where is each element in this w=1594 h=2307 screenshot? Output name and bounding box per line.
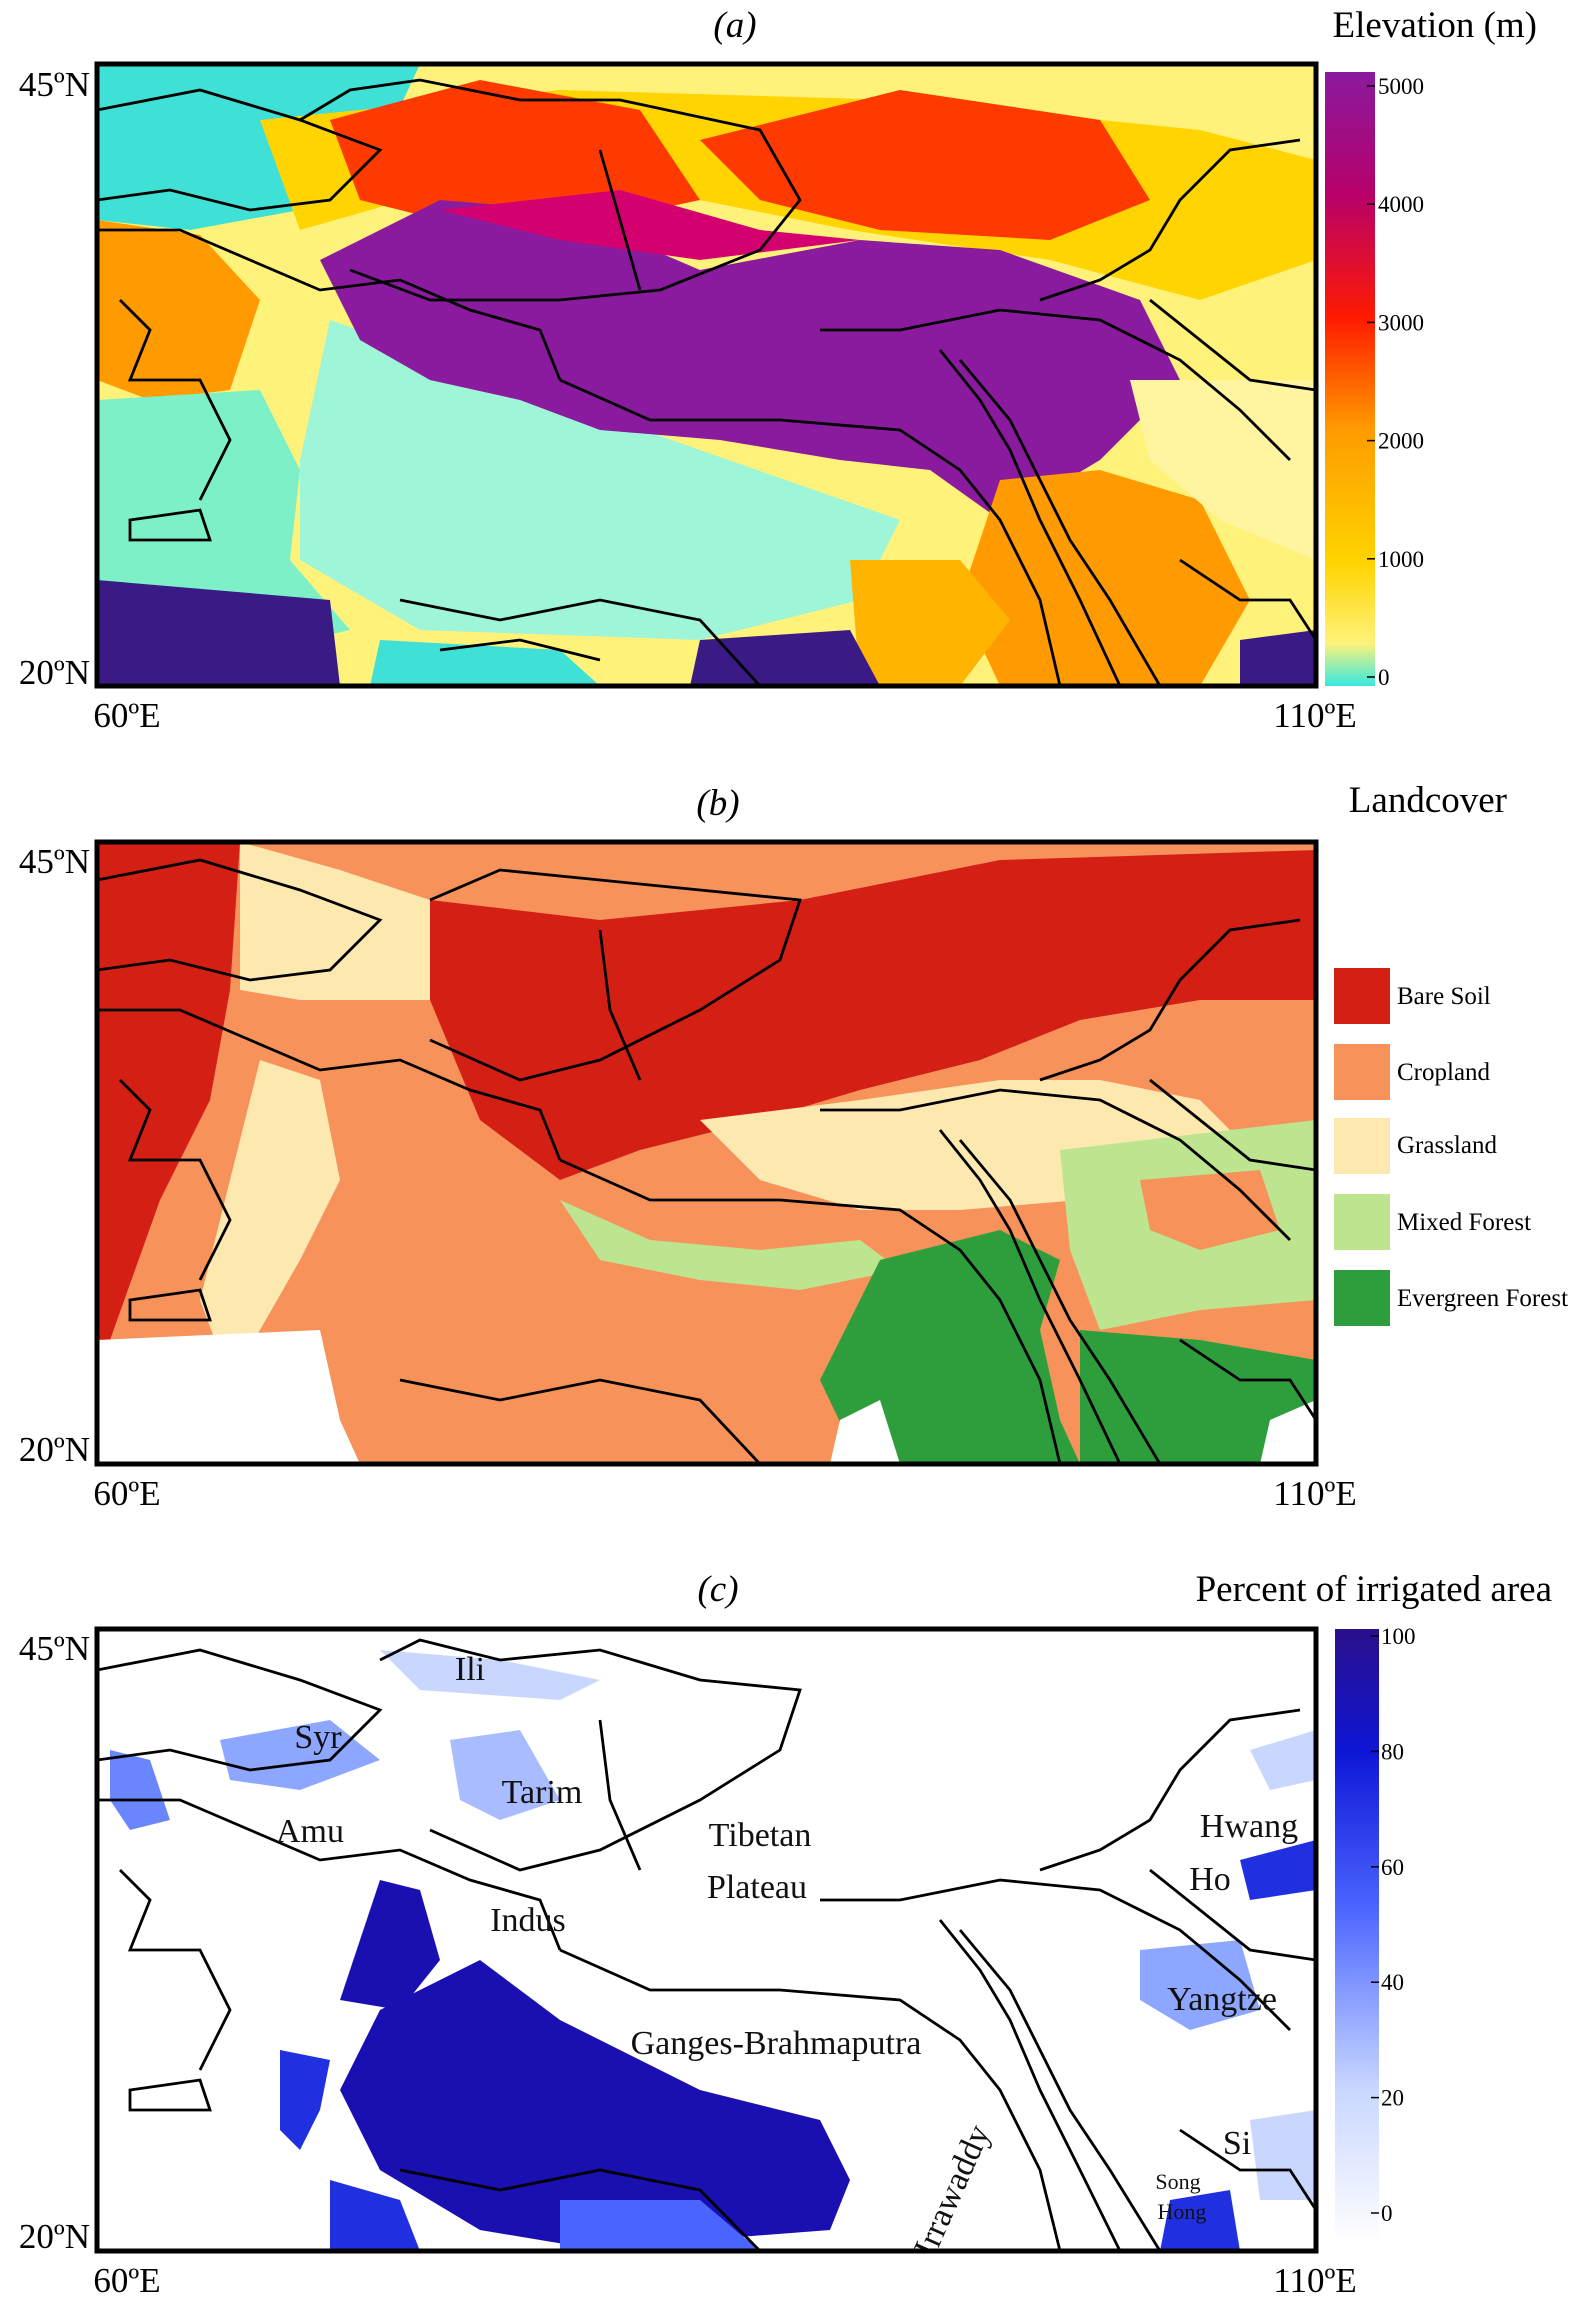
legend-label-evergreen-forest: Evergreen Forest <box>1397 1285 1568 1312</box>
map-frame-c <box>94 1626 1319 2254</box>
basin-label-ganges-brahmaputra: Ganges-Brahmaputra <box>631 2025 922 2062</box>
legend-label-mixed-forest: Mixed Forest <box>1397 1209 1531 1236</box>
legend-label-cropland: Cropland <box>1397 1059 1491 1086</box>
elevation-map <box>97 64 1316 686</box>
basin-label-indus: Indus <box>490 1902 566 1939</box>
lat-top-a: 45ºN <box>19 65 90 104</box>
lat-top-b: 45ºN <box>19 842 90 881</box>
basin-label-ho: Ho <box>1189 1861 1231 1898</box>
panel-b-label: (b) <box>696 783 739 824</box>
irrigation-map: Ili Syr Tarim Amu Tibetan Plateau Hwang … <box>97 1629 1316 2251</box>
basin-label-tibetan: Tibetan <box>709 1817 812 1854</box>
basin-label-tarim: Tarim <box>502 1774 583 1811</box>
lat-bottom-a: 20ºN <box>19 653 90 692</box>
map-frame-b <box>94 839 1319 1467</box>
legend-label-bare-soil: Bare Soil <box>1397 983 1491 1010</box>
elevation-colorbar-tick-label: 1000 <box>1378 547 1424 572</box>
legend-label-grassland: Grassland <box>1397 1132 1497 1159</box>
basin-label-song: Song <box>1155 2169 1200 2194</box>
legend-item-evergreen-forest: Evergreen Forest <box>1334 1270 1568 1326</box>
lat-top-c: 45ºN <box>19 1629 90 1668</box>
lon-right-a: 110ºE <box>1273 696 1356 735</box>
lon-right-b: 110ºE <box>1273 1474 1356 1513</box>
elevation-colorbar-tick-label: 5000 <box>1378 74 1424 99</box>
elevation-colorbar-ticks: 5000 4000 3000 2000 1000 0 <box>1367 74 1424 690</box>
irrigation-colorbar-tick-label: 40 <box>1381 1970 1404 1995</box>
basin-label-syr: Syr <box>294 1719 342 1756</box>
map-frame-a <box>94 61 1319 689</box>
basin-label-hong: Hong <box>1158 2199 1207 2224</box>
basin-label-si: Si <box>1223 2125 1251 2162</box>
landcover-map <box>97 842 1316 1464</box>
basin-boundaries-a <box>97 78 1316 686</box>
basin-boundaries-b <box>97 858 1316 1464</box>
panel-c: (c) Percent of irrigated area <box>19 1569 1552 2300</box>
lon-left-a: 60ºE <box>93 696 160 735</box>
legend-swatch-bare-soil <box>1334 968 1390 1024</box>
panel-a-title: Elevation (m) <box>1333 5 1537 46</box>
irrigation-colorbar-tick-label: 80 <box>1381 1739 1404 1764</box>
legend-swatch-cropland <box>1334 1044 1390 1100</box>
lon-right-c: 110ºE <box>1273 2261 1356 2300</box>
legend-item-cropland: Cropland <box>1334 1044 1491 1100</box>
elevation-colorbar <box>1325 72 1375 686</box>
elevation-colorbar-tick-label: 0 <box>1378 665 1390 690</box>
panel-c-label: (c) <box>697 1569 738 1610</box>
basin-label-amu: Amu <box>276 1813 344 1850</box>
legend-item-mixed-forest: Mixed Forest <box>1334 1194 1531 1250</box>
legend-swatch-evergreen-forest <box>1334 1270 1390 1326</box>
irrigation-colorbar-tick-label: 0 <box>1381 2201 1393 2226</box>
irrigation-colorbar <box>1335 1629 1379 2243</box>
basin-label-plateau: Plateau <box>707 1869 807 1906</box>
lon-left-c: 60ºE <box>93 2261 160 2300</box>
irrigation-colorbar-tick-label: 100 <box>1381 1624 1416 1649</box>
basin-label-yangtze: Yangtze <box>1167 1981 1277 2018</box>
lat-bottom-b: 20ºN <box>19 1430 90 1469</box>
lon-left-b: 60ºE <box>93 1474 160 1513</box>
legend-swatch-mixed-forest <box>1334 1194 1390 1250</box>
panel-b: (b) Landcover <box>19 780 1568 1513</box>
basin-label-ili: Ili <box>455 1651 485 1688</box>
irrigation-colorbar-tick-label: 20 <box>1381 2086 1404 2111</box>
panel-c-title: Percent of irrigated area <box>1196 1569 1552 1610</box>
panel-a: (a) Elevation (m) <box>19 5 1537 735</box>
irrigation-colorbar-ticks: 100 80 60 40 20 0 <box>1371 1624 1416 2226</box>
basin-label-hwang: Hwang <box>1200 1808 1298 1845</box>
elevation-colorbar-tick-label: 4000 <box>1378 192 1424 217</box>
legend-swatch-grassland <box>1334 1118 1390 1174</box>
legend-item-grassland: Grassland <box>1334 1118 1497 1174</box>
elevation-colorbar-tick-label: 2000 <box>1378 429 1424 454</box>
lat-bottom-c: 20ºN <box>19 2217 90 2256</box>
landcover-legend: Bare Soil Cropland Grassland Mixed Fores… <box>1334 968 1568 1326</box>
irrigation-colorbar-tick-label: 60 <box>1381 1855 1404 1880</box>
elevation-colorbar-tick-label: 3000 <box>1378 310 1424 335</box>
legend-item-bare-soil: Bare Soil <box>1334 968 1491 1024</box>
basin-boundaries-c <box>97 1638 1316 2251</box>
panel-b-title: Landcover <box>1349 780 1507 821</box>
panel-a-label: (a) <box>713 5 756 46</box>
